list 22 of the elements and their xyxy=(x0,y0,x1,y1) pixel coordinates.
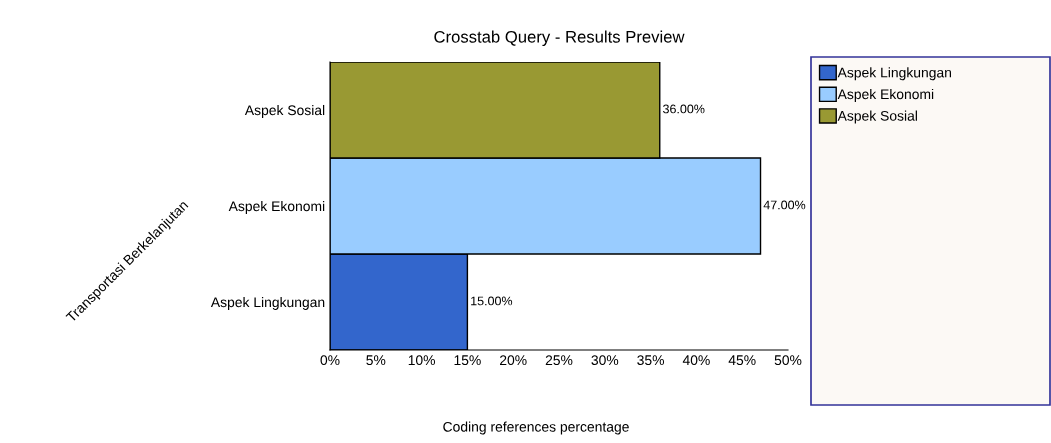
x-tick-label: 30% xyxy=(591,355,619,366)
y-tick-label: Aspek Sosial xyxy=(244,104,325,118)
x-tick-label: 35% xyxy=(637,355,665,366)
x-tick-label: 50% xyxy=(774,355,802,366)
data-label: 36.00% xyxy=(663,104,705,114)
x-tick-label: 0% xyxy=(320,355,340,366)
x-tick-label: 15% xyxy=(454,355,481,366)
data-label: 47.00% xyxy=(763,200,806,210)
x-tick-label: 10% xyxy=(408,355,436,366)
x-tick-label: 25% xyxy=(545,355,573,366)
x-tick-label: 20% xyxy=(500,355,527,366)
y-tick-label: Aspek Ekonomi xyxy=(228,200,325,214)
legend-label: Aspek Ekonomi xyxy=(837,88,934,102)
legend-label: Aspek Sosial xyxy=(837,110,917,124)
x-axis-title: Coding references percentage xyxy=(443,421,629,435)
chart-title: Crosstab Query - Results Preview xyxy=(434,30,685,47)
x-tick-label: 5% xyxy=(366,355,386,366)
data-label: 15.00% xyxy=(471,296,513,306)
x-tick-label: 45% xyxy=(728,355,756,366)
legend-label: Aspek Lingkungan xyxy=(837,67,951,81)
y-tick-label: Aspek Lingkungan xyxy=(210,296,325,310)
x-tick-label: 40% xyxy=(682,355,710,366)
